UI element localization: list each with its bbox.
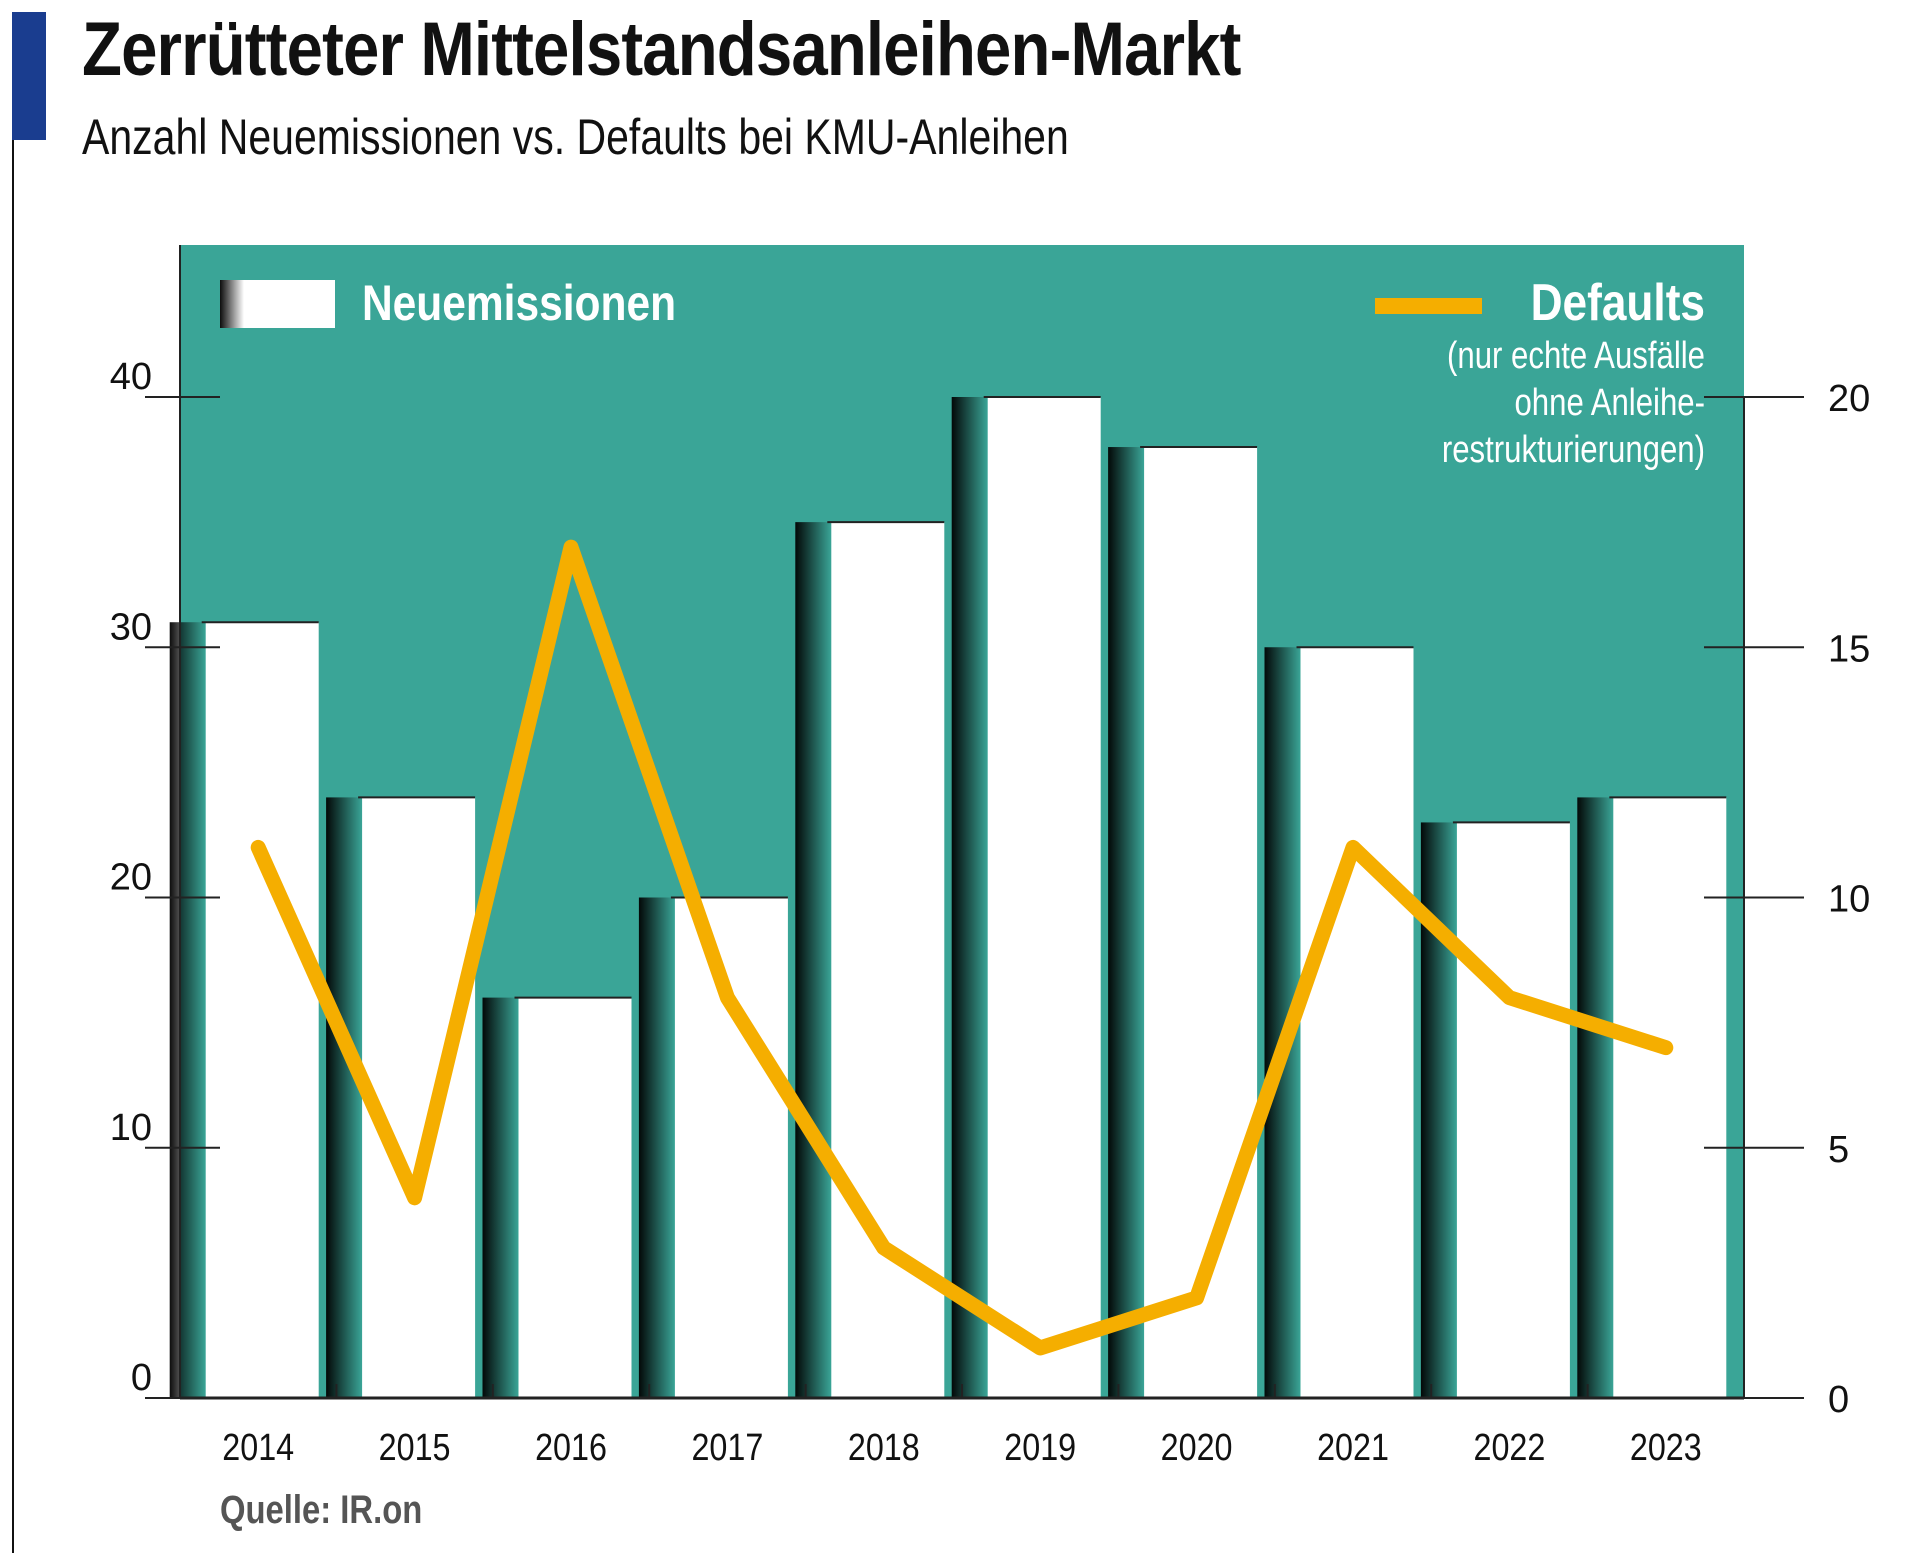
title-accent-bar bbox=[12, 12, 46, 140]
left-rule bbox=[12, 140, 14, 1553]
x-tick-label: 2016 bbox=[535, 1427, 607, 1469]
bar-shadow bbox=[1577, 797, 1614, 1398]
legend-note-defaults: (nur echte Ausfälle ohne Anleihe-restrukt… bbox=[1442, 335, 1705, 471]
bar-neuemissionen-2016 bbox=[518, 997, 632, 1398]
bar-shadow bbox=[638, 897, 675, 1398]
right-tick-label: 20 bbox=[1828, 378, 1870, 420]
bar-neuemissionen-2022 bbox=[1456, 822, 1570, 1398]
x-tick-label: 2014 bbox=[222, 1427, 294, 1469]
left-tick-label: 40 bbox=[110, 356, 152, 398]
bar-neuemissionen-2018 bbox=[831, 522, 945, 1398]
bar-neuemissionen-2015 bbox=[362, 797, 476, 1398]
x-tick-label: 2023 bbox=[1630, 1427, 1702, 1469]
bar-neuemissionen-2017 bbox=[674, 897, 788, 1398]
right-tick-label: 15 bbox=[1828, 628, 1870, 670]
x-tick-label: 2017 bbox=[691, 1427, 763, 1469]
bar-shadow bbox=[326, 797, 363, 1398]
bar-neuemissionen-2021 bbox=[1300, 647, 1414, 1398]
bar-shadow bbox=[795, 522, 832, 1398]
x-tick-label: 2022 bbox=[1473, 1427, 1545, 1469]
chart-title: Zerrütteter Mittelstandsanleihen-Markt bbox=[82, 7, 1241, 92]
x-tick-label: 2018 bbox=[848, 1427, 920, 1469]
left-tick-label: 30 bbox=[110, 606, 152, 648]
chart-subtitle: Anzahl Neuemissionen vs. Defaults bei KM… bbox=[82, 109, 1069, 165]
bar-neuemissionen-2019 bbox=[987, 397, 1101, 1398]
x-tick-label: 2019 bbox=[1004, 1427, 1076, 1469]
legend-label-defaults: Defaults bbox=[1531, 274, 1705, 332]
defaults-line bbox=[250, 539, 1674, 1356]
x-tick-label: 2021 bbox=[1317, 1427, 1389, 1469]
legend-label-neuemissionen: Neuemissionen bbox=[362, 275, 676, 331]
source-note: Quelle: IR.on bbox=[220, 1488, 423, 1532]
right-tick-label: 10 bbox=[1828, 879, 1870, 921]
x-tick-label: 2015 bbox=[379, 1427, 451, 1469]
bar-shadow bbox=[951, 397, 988, 1398]
left-tick-label: 0 bbox=[131, 1357, 152, 1399]
bar-neuemissionen-2014 bbox=[205, 622, 319, 1398]
left-tick-label: 20 bbox=[110, 857, 152, 899]
bar-shadow bbox=[482, 997, 519, 1398]
bar-neuemissionen-2020 bbox=[1144, 447, 1258, 1398]
bar-shadow bbox=[169, 622, 206, 1398]
legend-swatch-shadow bbox=[220, 280, 244, 328]
bar-shadow bbox=[1108, 447, 1145, 1398]
x-tick-label: 2020 bbox=[1161, 1427, 1233, 1469]
right-tick-label: 0 bbox=[1828, 1379, 1849, 1421]
bar-neuemissionen-2023 bbox=[1613, 797, 1727, 1398]
left-tick-label: 10 bbox=[110, 1107, 152, 1149]
right-tick-label: 5 bbox=[1828, 1129, 1849, 1171]
